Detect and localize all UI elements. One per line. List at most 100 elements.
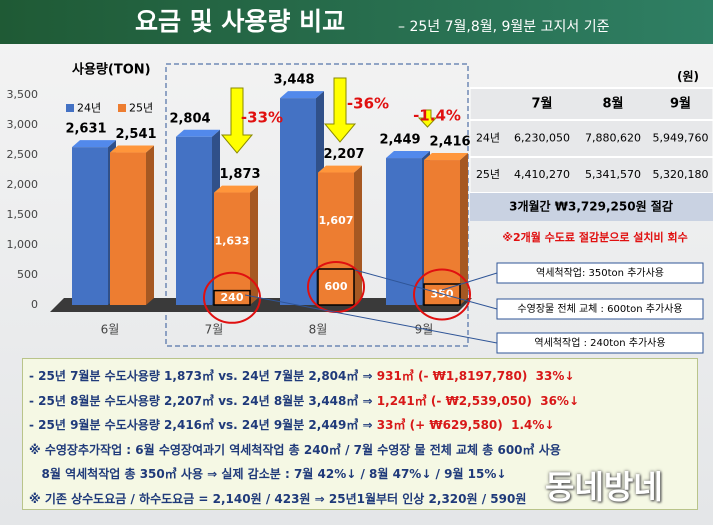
segment-label: 240 [221,291,244,304]
value-label: 2,449 [379,133,420,148]
value-label: 2,631 [65,122,106,137]
value-label: 1,873 [219,167,260,182]
note-text: - 25년 8월분 수도사용량 2,207㎥ vs. 24년 8월분 3,448… [29,393,377,408]
table-header: 9월 [670,96,691,112]
value-label: 2,416 [429,135,470,150]
callout-text: 수영장물 전체 교체 : 600ton 추가사용 [517,303,682,315]
note-highlight: 33㎥ (+ ₩629,580) 1.4%↓ [376,418,555,432]
change-annotation: -1.4% [413,107,461,125]
note-text: ※ 기존 상수도요금 / 하수도요금 = 2,140원 / 423원 ⇒ 25년… [29,491,527,506]
bar [424,160,460,305]
value-label: 2,541 [115,127,156,142]
additional-segment [423,283,461,306]
legend-label: 25년 [129,102,153,115]
segment-label: 600 [325,280,348,293]
segment-label: 1,607 [319,214,354,227]
bar-top [72,140,116,148]
y-tick-label: 3,500 [7,88,39,101]
legend-swatch [66,104,74,112]
callout-box [496,262,704,284]
table-cell: 5,341,570 [585,168,641,181]
bar-side [354,165,362,305]
note-line: - 25년 9월분 수도사용량 2,416㎥ vs. 24년 9월분 2,449… [29,416,691,441]
table-cell: 7,880,620 [585,132,641,145]
table-cell: 5,949,760 [653,132,709,145]
bar [176,136,212,305]
bar-top [386,151,430,159]
subtitle: – 25년 7월,8월, 9월분 고지서 기준 [398,19,610,35]
value-label: 3,448 [273,73,314,88]
table-cell: 6,230,050 [514,132,570,145]
table-unit: (원) [677,70,699,84]
table-cell: 24년 [476,132,500,145]
additional-segment [317,268,355,306]
arrow [417,109,438,128]
legend-swatch [118,104,126,112]
note-line: - 25년 8월분 수도사용량 2,207㎥ vs. 24년 8월분 3,448… [29,392,691,417]
highlight-circle [413,268,471,321]
callout-line [441,272,498,291]
notes-box: - 25년 7월분 수도사용량 1,873㎥ vs. 24년 7월분 2,804… [22,358,698,510]
note-line: 8월 역세척작업 총 350㎥ 사용 ⇒ 실제 감소분 : 7월 42%↓ / … [29,465,691,490]
y-tick-label: 3,000 [7,118,39,131]
bar-side [250,185,258,305]
watermark: 동네방네 [545,468,663,506]
value-label: 2,207 [323,147,364,162]
table-bg [469,87,713,194]
bar-top [176,129,220,137]
table-cell: 25년 [476,168,500,181]
bar [110,152,146,305]
x-tick-label: 6월 [101,323,120,337]
callout-text: 역세척작업 : 240ton 추가사용 [534,336,665,349]
bar [72,147,108,305]
summary-band [470,193,713,221]
table-cell: 4,410,270 [514,168,570,181]
y-tick-label: 1,000 [7,238,39,251]
value-label: 2,804 [169,111,210,126]
header-bar [0,0,713,44]
y-tick-label: 2,500 [7,148,39,161]
table-header: 8월 [602,96,623,112]
bar-side [146,145,154,305]
bar-top [280,91,324,99]
reduced-segment [318,172,354,269]
additional-segment [213,289,251,306]
note-line: ※ 기존 상수도요금 / 하수도요금 = 2,140원 / 423원 ⇒ 25년… [29,490,691,515]
note-text: - 25년 7월분 수도사용량 1,873㎥ vs. 24년 7월분 2,804… [29,369,377,383]
note-line: ※ 수영장추가작업 : 6월 수영장여과기 역세척작업 총 240㎥ / 7월 … [29,441,691,466]
table-summary: 3개월간 ₩3,729,250원 절감 [509,199,673,214]
y-tick-label: 2,000 [7,178,39,191]
table-note: ※2개월 수도료 절감분으로 설치비 회수 [502,230,687,244]
callout-line [244,294,498,344]
x-tick-label: 8월 [309,323,328,337]
legend-label: 24년 [77,102,101,115]
bar [280,98,316,306]
callout-line [354,269,498,310]
callout-box [496,298,704,320]
table-cell: 5,320,180 [653,168,709,181]
callout-text: 역세척작업: 350ton 추가사용 [536,266,664,279]
y-axis-label: 사용량(TON) [72,62,151,78]
change-annotation: -33% [241,109,283,127]
note-highlight: 931㎥ (- ₩1,8197,780) 33%↓ [376,369,575,383]
y-tick-label: 1,500 [7,208,39,221]
note-text: 8월 역세척작업 총 350㎥ 사용 ⇒ 실제 감소분 : 7월 42%↓ / … [29,467,507,481]
note-text: - 25년 9월분 수도사용량 2,416㎥ vs. 24년 9월분 2,449… [29,418,377,432]
bar-top [318,165,362,173]
bar-top [424,153,468,161]
bar-top [214,185,258,193]
floor [50,298,472,312]
y-tick-label: 500 [17,268,38,281]
note-line: - 25년 7월분 수도사용량 1,873㎥ vs. 24년 7월분 2,804… [29,367,691,392]
segment-label: 1,633 [215,235,250,248]
change-annotation: -36% [347,95,389,113]
callout-box [496,332,704,354]
arrow [220,87,254,154]
bar-top [110,145,154,153]
x-tick-label: 7월 [205,323,224,337]
table-header: 7월 [531,96,552,112]
note-text: ※ 수영장추가작업 : 6월 수영장여과기 역세척작업 총 240㎥ / 7월 … [29,442,561,457]
note-highlight: 1,241㎥ (- ₩2,539,050) 36%↓ [376,393,579,408]
